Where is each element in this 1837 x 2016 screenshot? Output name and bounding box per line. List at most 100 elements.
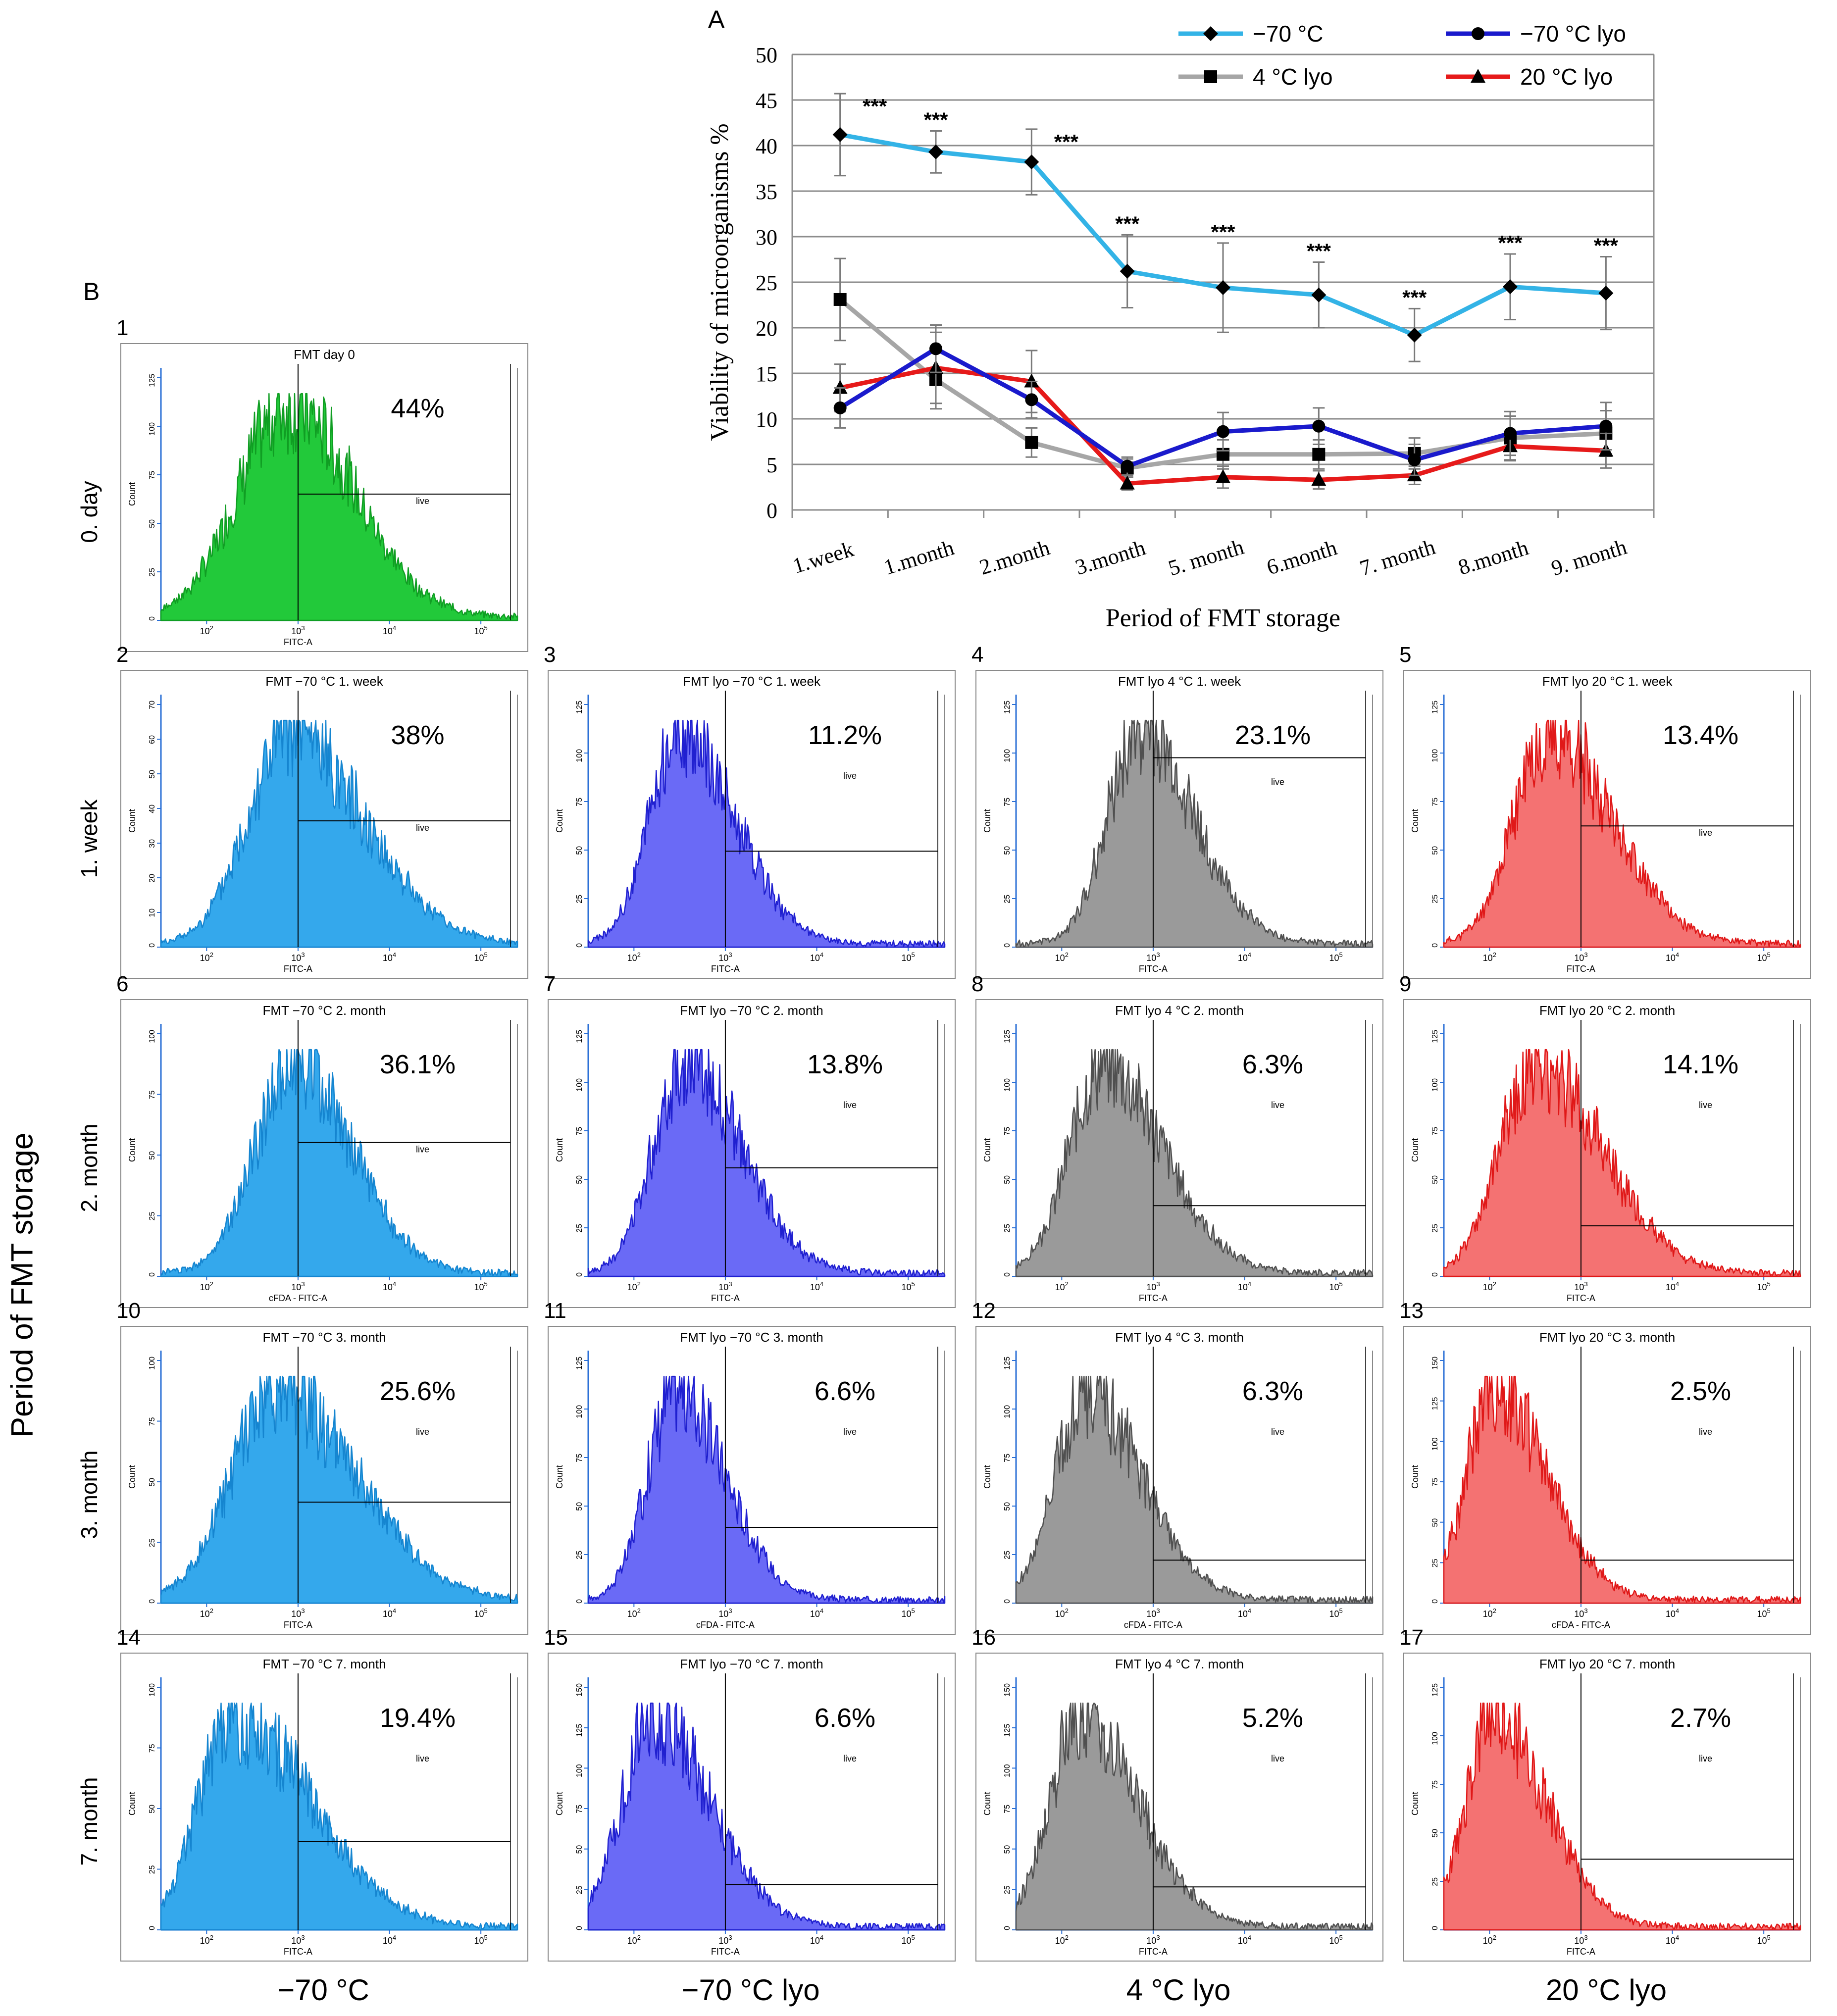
histogram-x-tick-label: 103 (718, 1934, 732, 1946)
panel-number: 5 (1399, 643, 1412, 667)
data-point-diamond (928, 144, 943, 159)
histogram-title: FMT lyo 4 °C 3. month (1115, 1330, 1244, 1345)
panel-number: 4 (971, 643, 984, 667)
histogram-y-tick-label: 25 (1003, 1551, 1012, 1560)
histogram-y-tick-label: 0 (148, 943, 156, 948)
histogram-panel: FMT −70 °C 3. month 0 25 50 75 100 Count 102 103… (120, 1326, 528, 1635)
data-point-circle (1599, 419, 1613, 433)
histogram-x-tick-label: 104 (383, 1934, 396, 1946)
histogram-y-tick-label: 100 (148, 1357, 156, 1370)
histogram-x-tick-label: 104 (383, 1280, 396, 1292)
histogram-x-tick-label: 104 (1238, 1607, 1251, 1619)
histogram-y-label: Count (127, 809, 137, 833)
gate-label: live (1699, 1427, 1712, 1437)
panel-number: 11 (544, 1299, 566, 1323)
tick-exponent: 2 (637, 1280, 641, 1288)
histogram-x-tick-label: 104 (1666, 951, 1679, 963)
significance-marker: *** (1402, 286, 1427, 309)
histogram-y-tick-label: 125 (1431, 1030, 1439, 1043)
histogram-svg: FMT lyo −70 °C 3. month0255075100125Coun… (555, 1330, 946, 1630)
live-percentage: 5.2% (1242, 1703, 1303, 1733)
histogram-svg: FMT −70 °C 1. week 0 10 20 30 40 50 60 70 Count 10… (127, 674, 518, 974)
histogram-y-label: Count (1410, 1792, 1420, 1815)
tick-exponent: 5 (1767, 1280, 1771, 1288)
live-percentage: 14.1% (1663, 1050, 1738, 1079)
gate-label: live (1271, 777, 1284, 787)
histogram-area (160, 1702, 518, 1931)
histogram-y-tick-label: 50 (575, 846, 584, 855)
histogram-y-tick-label: 70 (148, 701, 156, 709)
histogram-y-tick-label: 10 (148, 908, 156, 917)
tick-exponent: 2 (1493, 1934, 1496, 1941)
histogram-y-label: Count (127, 1465, 137, 1489)
histogram-y-tick-label: 25 (148, 1865, 156, 1874)
histogram-x-label: cFDA - FITC-A (1124, 1620, 1182, 1630)
y-tick-label: 5 (766, 453, 777, 477)
histogram-x-label: FITC-A (1139, 1947, 1168, 1957)
live-percentage: 2.7% (1670, 1703, 1731, 1733)
histogram-x-label: FITC-A (284, 964, 312, 974)
histogram-x-tick-label: 103 (291, 951, 305, 963)
histogram-y-tick-label: 0 (1431, 943, 1439, 948)
gate-label: live (1699, 828, 1712, 838)
histogram-y-tick-label: 75 (575, 1127, 584, 1136)
tick-exponent: 5 (1339, 1934, 1343, 1941)
x-tick-label: 1.week (790, 537, 857, 578)
tick-exponent: 2 (1493, 1607, 1496, 1614)
histogram-x-tick-label: 102 (1055, 1934, 1069, 1946)
histogram-x-tick-label: 103 (1146, 1607, 1160, 1619)
histogram-title: FMT lyo 20 °C 7. month (1539, 1657, 1675, 1671)
histogram-y-tick-label: 25 (1003, 895, 1012, 904)
histogram-x-tick-label: 104 (1238, 1280, 1251, 1292)
histogram-y-tick-label: 75 (148, 471, 156, 480)
tick-exponent: 2 (210, 624, 213, 632)
histogram-x-tick-label: 103 (1574, 951, 1587, 963)
histogram-y-tick-label: 0 (1431, 1599, 1439, 1604)
panel-label-a: A (708, 5, 725, 33)
tick-exponent: 5 (912, 1607, 915, 1614)
tick-exponent: 3 (1156, 951, 1160, 958)
histogram-x-tick-label: 102 (1055, 951, 1069, 963)
histogram-x-tick-label: 105 (474, 1280, 488, 1292)
live-percentage: 13.4% (1663, 720, 1738, 750)
histogram-y-tick-label: 50 (1003, 1502, 1012, 1511)
histogram-y-tick-label: 100 (1003, 1764, 1012, 1777)
gate-label: live (416, 823, 429, 833)
histogram-y-tick-label: 125 (575, 1357, 584, 1370)
histogram-x-tick-label: 105 (1329, 1934, 1343, 1946)
histogram-title: FMT lyo 4 °C 7. month (1115, 1657, 1244, 1671)
panel-label-b: B (83, 278, 100, 305)
histogram-title: FMT −70 °C 3. month (262, 1330, 386, 1345)
data-point-square (833, 293, 847, 306)
histogram-x-tick-label: 103 (718, 951, 732, 963)
tick-exponent: 5 (484, 951, 488, 958)
live-percentage: 44% (391, 394, 444, 423)
histogram-panel: FMT lyo −70 °C 1. week 0 25 50 75 100 125 Count… (548, 670, 956, 979)
tick-exponent: 3 (1156, 1280, 1160, 1288)
histogram-x-label: cFDA - FITC-A (696, 1620, 755, 1630)
tick-exponent: 4 (1676, 951, 1679, 958)
gate-label: live (416, 1145, 429, 1155)
tick-exponent: 5 (1767, 1607, 1771, 1614)
histogram-title: FMT −70 °C 1. week (265, 674, 384, 689)
histogram-area (1443, 1702, 1801, 1931)
legend-label: −70 °C (1253, 21, 1323, 47)
histogram-x-tick-label: 103 (1146, 951, 1160, 963)
histogram-x-label: FITC-A (1139, 1293, 1168, 1303)
histogram-svg: FMT lyo −70 °C 1. week0255075100125Count… (555, 674, 946, 974)
legend-label: 4 °C lyo (1253, 64, 1333, 90)
histogram-y-tick-label: 50 (1431, 846, 1439, 855)
gate-label: live (1699, 1754, 1712, 1764)
histogram-x-tick-label: 102 (200, 951, 213, 963)
histogram-y-tick-label: 100 (1431, 1078, 1439, 1092)
histogram-y-tick-label: 0 (575, 1926, 584, 1930)
tick-exponent: 2 (637, 1607, 641, 1614)
histogram-y-tick-label: 75 (1003, 1805, 1012, 1814)
histogram-y-tick-label: 125 (1003, 1030, 1012, 1043)
live-percentage: 38% (391, 720, 444, 750)
histogram-x-label: FITC-A (711, 1947, 740, 1957)
histogram-x-tick-label: 103 (1574, 1934, 1587, 1946)
y-tick-label: 45 (756, 89, 777, 113)
histogram-panel: FMT lyo 20 °C 7. month 0 25 50 75 100 125 Count… (1403, 1653, 1811, 1962)
gate-label: live (416, 1754, 429, 1764)
